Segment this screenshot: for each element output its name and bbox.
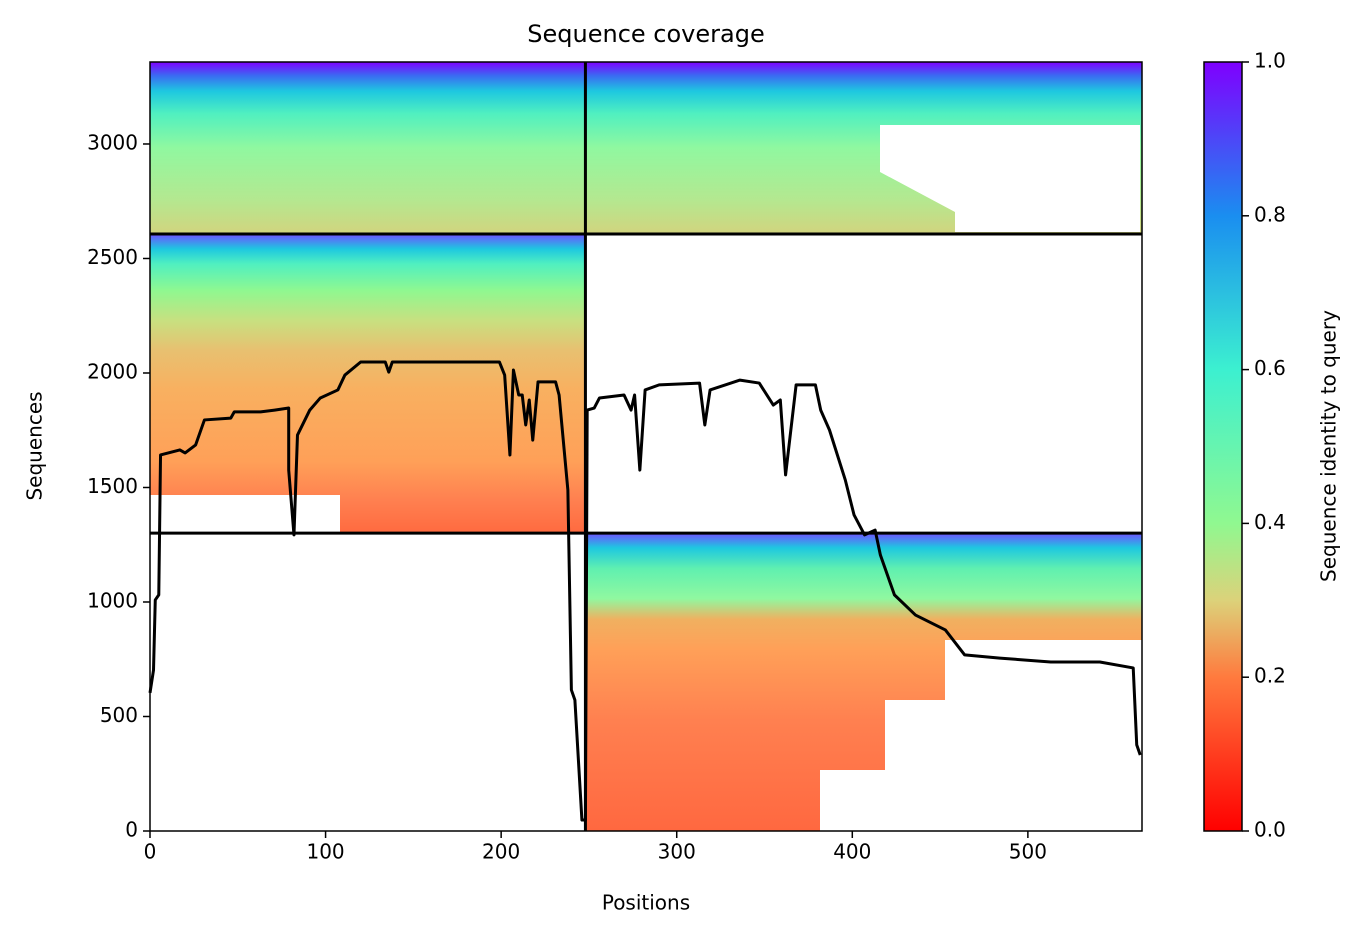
y-tick-label: 2500 <box>87 245 138 269</box>
x-tick-label: 0 <box>144 840 157 864</box>
heatmap <box>150 62 1142 831</box>
y-tick-label: 500 <box>100 703 138 727</box>
coverage-line <box>148 360 1142 822</box>
colorbar-label: Sequence identity to query <box>1317 310 1341 582</box>
colorbar <box>1203 61 1243 832</box>
heatmap-block <box>150 234 585 533</box>
x-tick-label: 300 <box>658 840 696 864</box>
chart-title: Sequence coverage <box>527 20 764 48</box>
colorbar-tick-label: 0.6 <box>1254 356 1286 380</box>
x-tick-label: 400 <box>833 840 871 864</box>
colorbar-tick-label: 0.8 <box>1254 202 1286 226</box>
colorbar-tick-label: 0.2 <box>1254 664 1286 688</box>
x-tick-label: 500 <box>1009 840 1047 864</box>
x-tick-label: 200 <box>482 840 520 864</box>
y-tick-label: 1500 <box>87 474 138 498</box>
heatmap-gap <box>150 495 340 533</box>
y-tick-label: 1000 <box>87 588 138 612</box>
y-tick-label: 0 <box>125 818 138 842</box>
colorbar-tick-label: 1.0 <box>1254 49 1286 73</box>
y-tick-label: 2000 <box>87 359 138 383</box>
colorbar-tick-label: 0.4 <box>1254 510 1286 534</box>
heatmap-block <box>150 62 585 234</box>
colorbar-tick-label: 0.0 <box>1254 818 1286 842</box>
x-axis-label: Positions <box>602 891 690 915</box>
plot-frame <box>149 61 1143 832</box>
y-axis-label: Sequences <box>23 391 47 500</box>
heatmap-gap <box>880 125 1140 232</box>
heatmap-gap <box>820 640 1142 831</box>
x-tick-label: 100 <box>306 840 344 864</box>
y-tick-label: 3000 <box>87 130 138 154</box>
